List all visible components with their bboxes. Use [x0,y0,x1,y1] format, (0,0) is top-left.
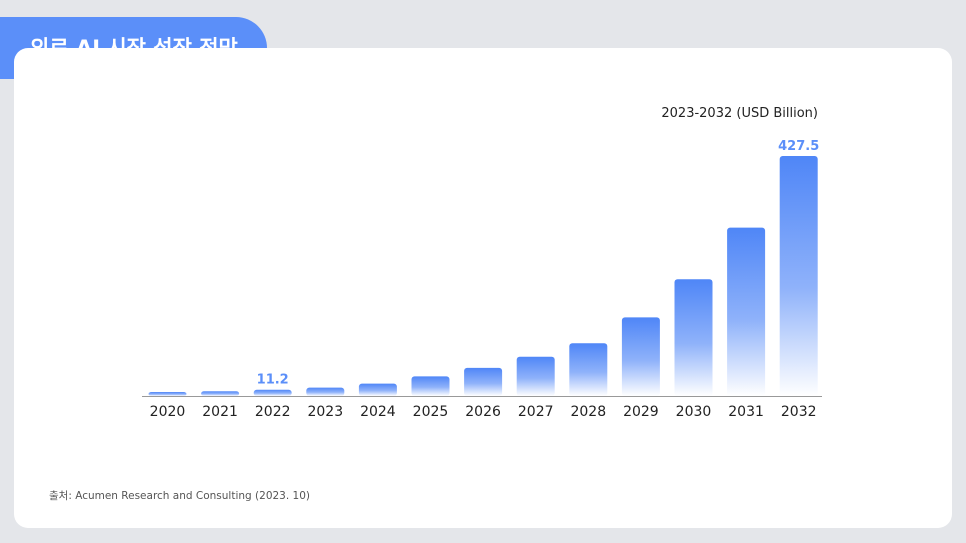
bar-2022 [253,389,292,396]
x-tick-label: 2032 [781,404,817,420]
chart-unit-label: 2023-2032 (USD Billion) [661,106,818,121]
source-note: 출처: Acumen Research and Consulting (2023… [49,490,310,502]
x-tick-label: 2031 [728,404,764,420]
bar-2032 [779,156,818,396]
x-tick-label: 2020 [150,404,186,420]
bar-2023 [306,387,345,396]
bar-2031 [727,227,766,396]
data-label: 11.2 [257,373,289,388]
x-tick-label: 2021 [202,404,238,420]
x-tick-label: 2022 [255,404,291,420]
bar-2025 [411,376,450,396]
bar-2029 [621,317,660,396]
x-tick-label: 2027 [518,404,554,420]
x-tick-label: 2026 [465,404,501,420]
bar-2028 [569,343,608,396]
x-tick-label: 2025 [413,404,449,420]
bar-2027 [516,356,555,396]
x-tick-label: 2030 [676,404,712,420]
bar-2020 [148,392,187,396]
data-label: 427.5 [778,139,819,154]
bar-2026 [464,367,503,396]
bar-2024 [358,383,397,396]
x-tick-label: 2024 [360,404,396,420]
x-tick-label: 2023 [307,404,343,420]
x-tick-label: 2029 [623,404,659,420]
x-tick-label: 2028 [570,404,606,420]
bar-2030 [674,279,713,396]
bar-2021 [201,391,240,396]
